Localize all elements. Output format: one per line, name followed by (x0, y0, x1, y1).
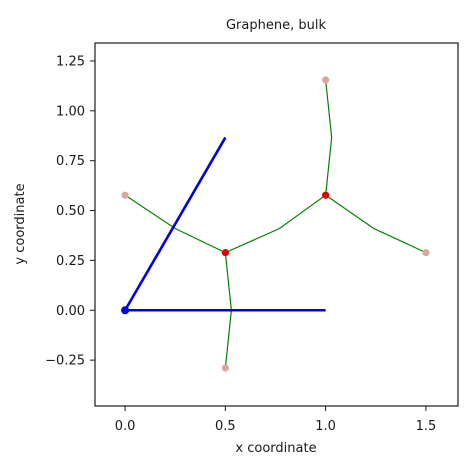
bond-path-0 (124, 194, 226, 254)
x-axis-ticks: 0.0 0.5 1.0 1.5 (115, 406, 437, 434)
y-tick-label: 0.00 (56, 304, 85, 319)
atoms-layer (121, 76, 430, 372)
y-tick-label: 0.25 (56, 254, 85, 269)
neighbor-atom-4 (322, 76, 330, 84)
neighbor-atom-5 (422, 249, 430, 257)
x-tick-label: 1.0 (315, 419, 336, 434)
plot-area (95, 43, 458, 406)
y-tick-label: −0.25 (45, 354, 85, 369)
origin-point (121, 306, 130, 315)
bond-path-4 (325, 194, 427, 254)
lattice-vectors-layer (121, 136, 326, 315)
y-tick-label: 0.75 (56, 154, 85, 169)
bond-path-3 (325, 79, 333, 196)
y-axis-ticks: −0.25 0.00 0.25 0.50 0.75 1.00 1.25 (45, 54, 95, 369)
x-tick-label: 1.5 (416, 419, 437, 434)
y-tick-label: 1.25 (56, 54, 85, 69)
x-tick-label: 0.5 (215, 419, 236, 434)
bond-path-1 (225, 194, 326, 254)
y-axis-label: y coordinate (13, 183, 28, 264)
plot-frame (94, 42, 459, 407)
x-axis-label: x coordinate (235, 441, 316, 456)
lattice-vector-1 (123, 136, 227, 311)
neighbor-atom-3 (221, 364, 229, 372)
chart-title: Graphene, bulk (226, 18, 326, 33)
x-tick-label: 0.0 (115, 419, 136, 434)
y-tick-label: 0.50 (56, 204, 85, 219)
y-tick-label: 1.00 (56, 104, 85, 119)
basis-atom-0 (221, 249, 229, 257)
basis-atom-1 (322, 191, 330, 199)
neighbor-atom-2 (121, 191, 129, 199)
